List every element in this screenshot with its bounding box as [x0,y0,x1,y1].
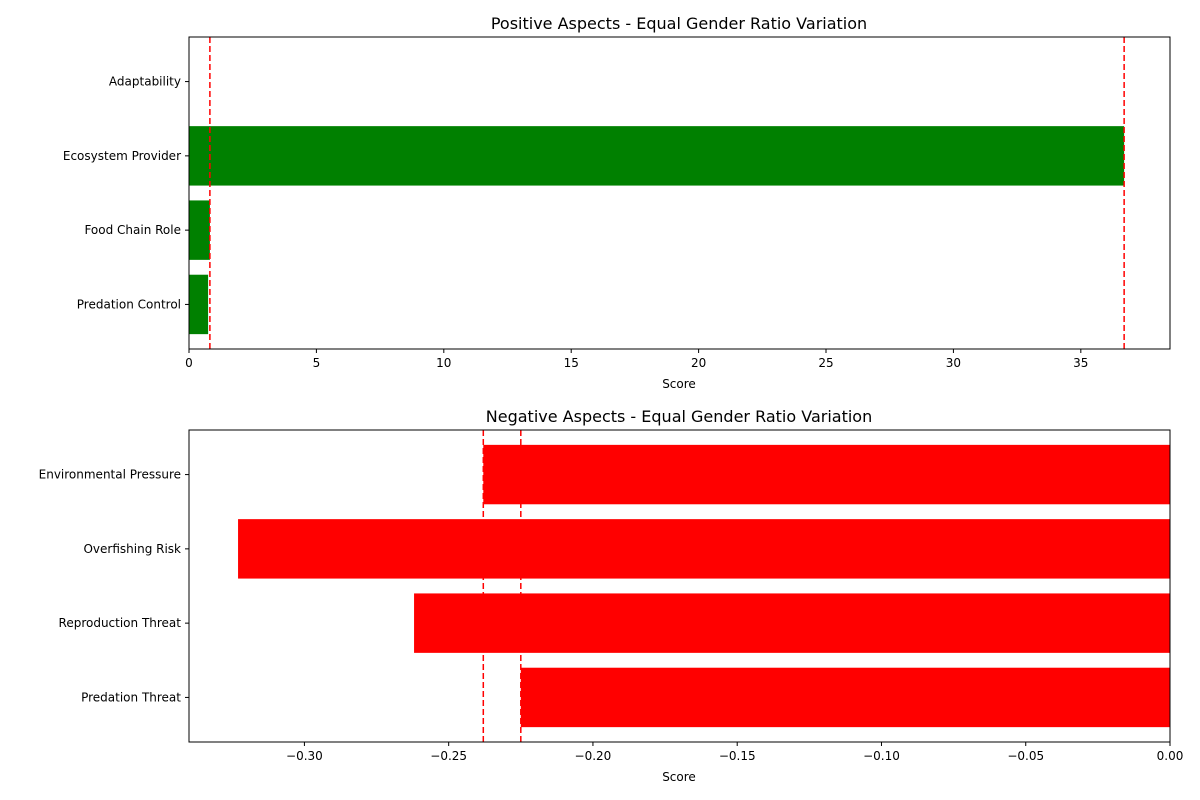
y-tick-label: Food Chain Role [84,223,181,237]
y-tick-label: Predation Control [77,297,181,311]
x-tick-label: −0.10 [863,749,900,763]
bar [189,274,209,335]
chart-title: Negative Aspects - Equal Gender Ratio Va… [486,407,872,426]
x-tick-label: 10 [436,356,451,370]
x-tick-label: 20 [691,356,706,370]
bar [414,593,1170,653]
y-tick-label: Environmental Pressure [39,468,181,482]
y-axis: Environmental Pressure Overfishing Risk Re… [39,468,189,704]
positive-aspects-chart: Positive Aspects - Equal Gender Ratio Va… [63,14,1171,391]
x-tick-label: 5 [313,356,321,370]
x-axis: 0 5 10 15 20 25 30 35 [185,349,1088,370]
x-tick-label: 35 [1073,356,1088,370]
x-axis: −0.30 −0.25 −0.20 −0.15 −0.10 −0.05 0.00 [286,742,1183,763]
x-tick-label: −0.05 [1007,749,1044,763]
bar [189,126,1125,186]
y-axis: Adaptability Ecosystem Provider Food Chain… [63,75,189,311]
bar [520,667,1170,728]
y-tick-label: Overfishing Risk [83,542,181,556]
x-tick-label: −0.20 [575,749,612,763]
plot-frame [188,429,1171,743]
x-tick-label: 0 [185,356,193,370]
x-axis-label: Score [662,377,696,391]
reference-line-group [209,37,1125,349]
bar-group [238,444,1171,728]
x-tick-label: 25 [818,356,833,370]
x-tick-label: 15 [564,356,579,370]
bar [483,444,1170,505]
negative-aspects-chart: Negative Aspects - Equal Gender Ratio Va… [39,407,1184,784]
y-tick-label: Reproduction Threat [59,616,182,630]
bar [189,200,210,260]
x-axis-label: Score [662,770,696,784]
plot-frame [188,36,1171,350]
x-tick-label: 30 [946,356,961,370]
y-tick-label: Ecosystem Provider [63,149,181,163]
x-tick-label: −0.15 [719,749,756,763]
reference-line-group [482,430,522,742]
y-tick-label: Adaptability [109,75,181,89]
chart-title: Positive Aspects - Equal Gender Ratio Va… [491,14,867,33]
y-tick-label: Predation Threat [81,690,181,704]
bar-group [189,126,1125,335]
x-tick-label: 0.00 [1157,749,1184,763]
x-tick-label: −0.25 [430,749,467,763]
x-tick-label: −0.30 [286,749,323,763]
bar [238,519,1171,579]
